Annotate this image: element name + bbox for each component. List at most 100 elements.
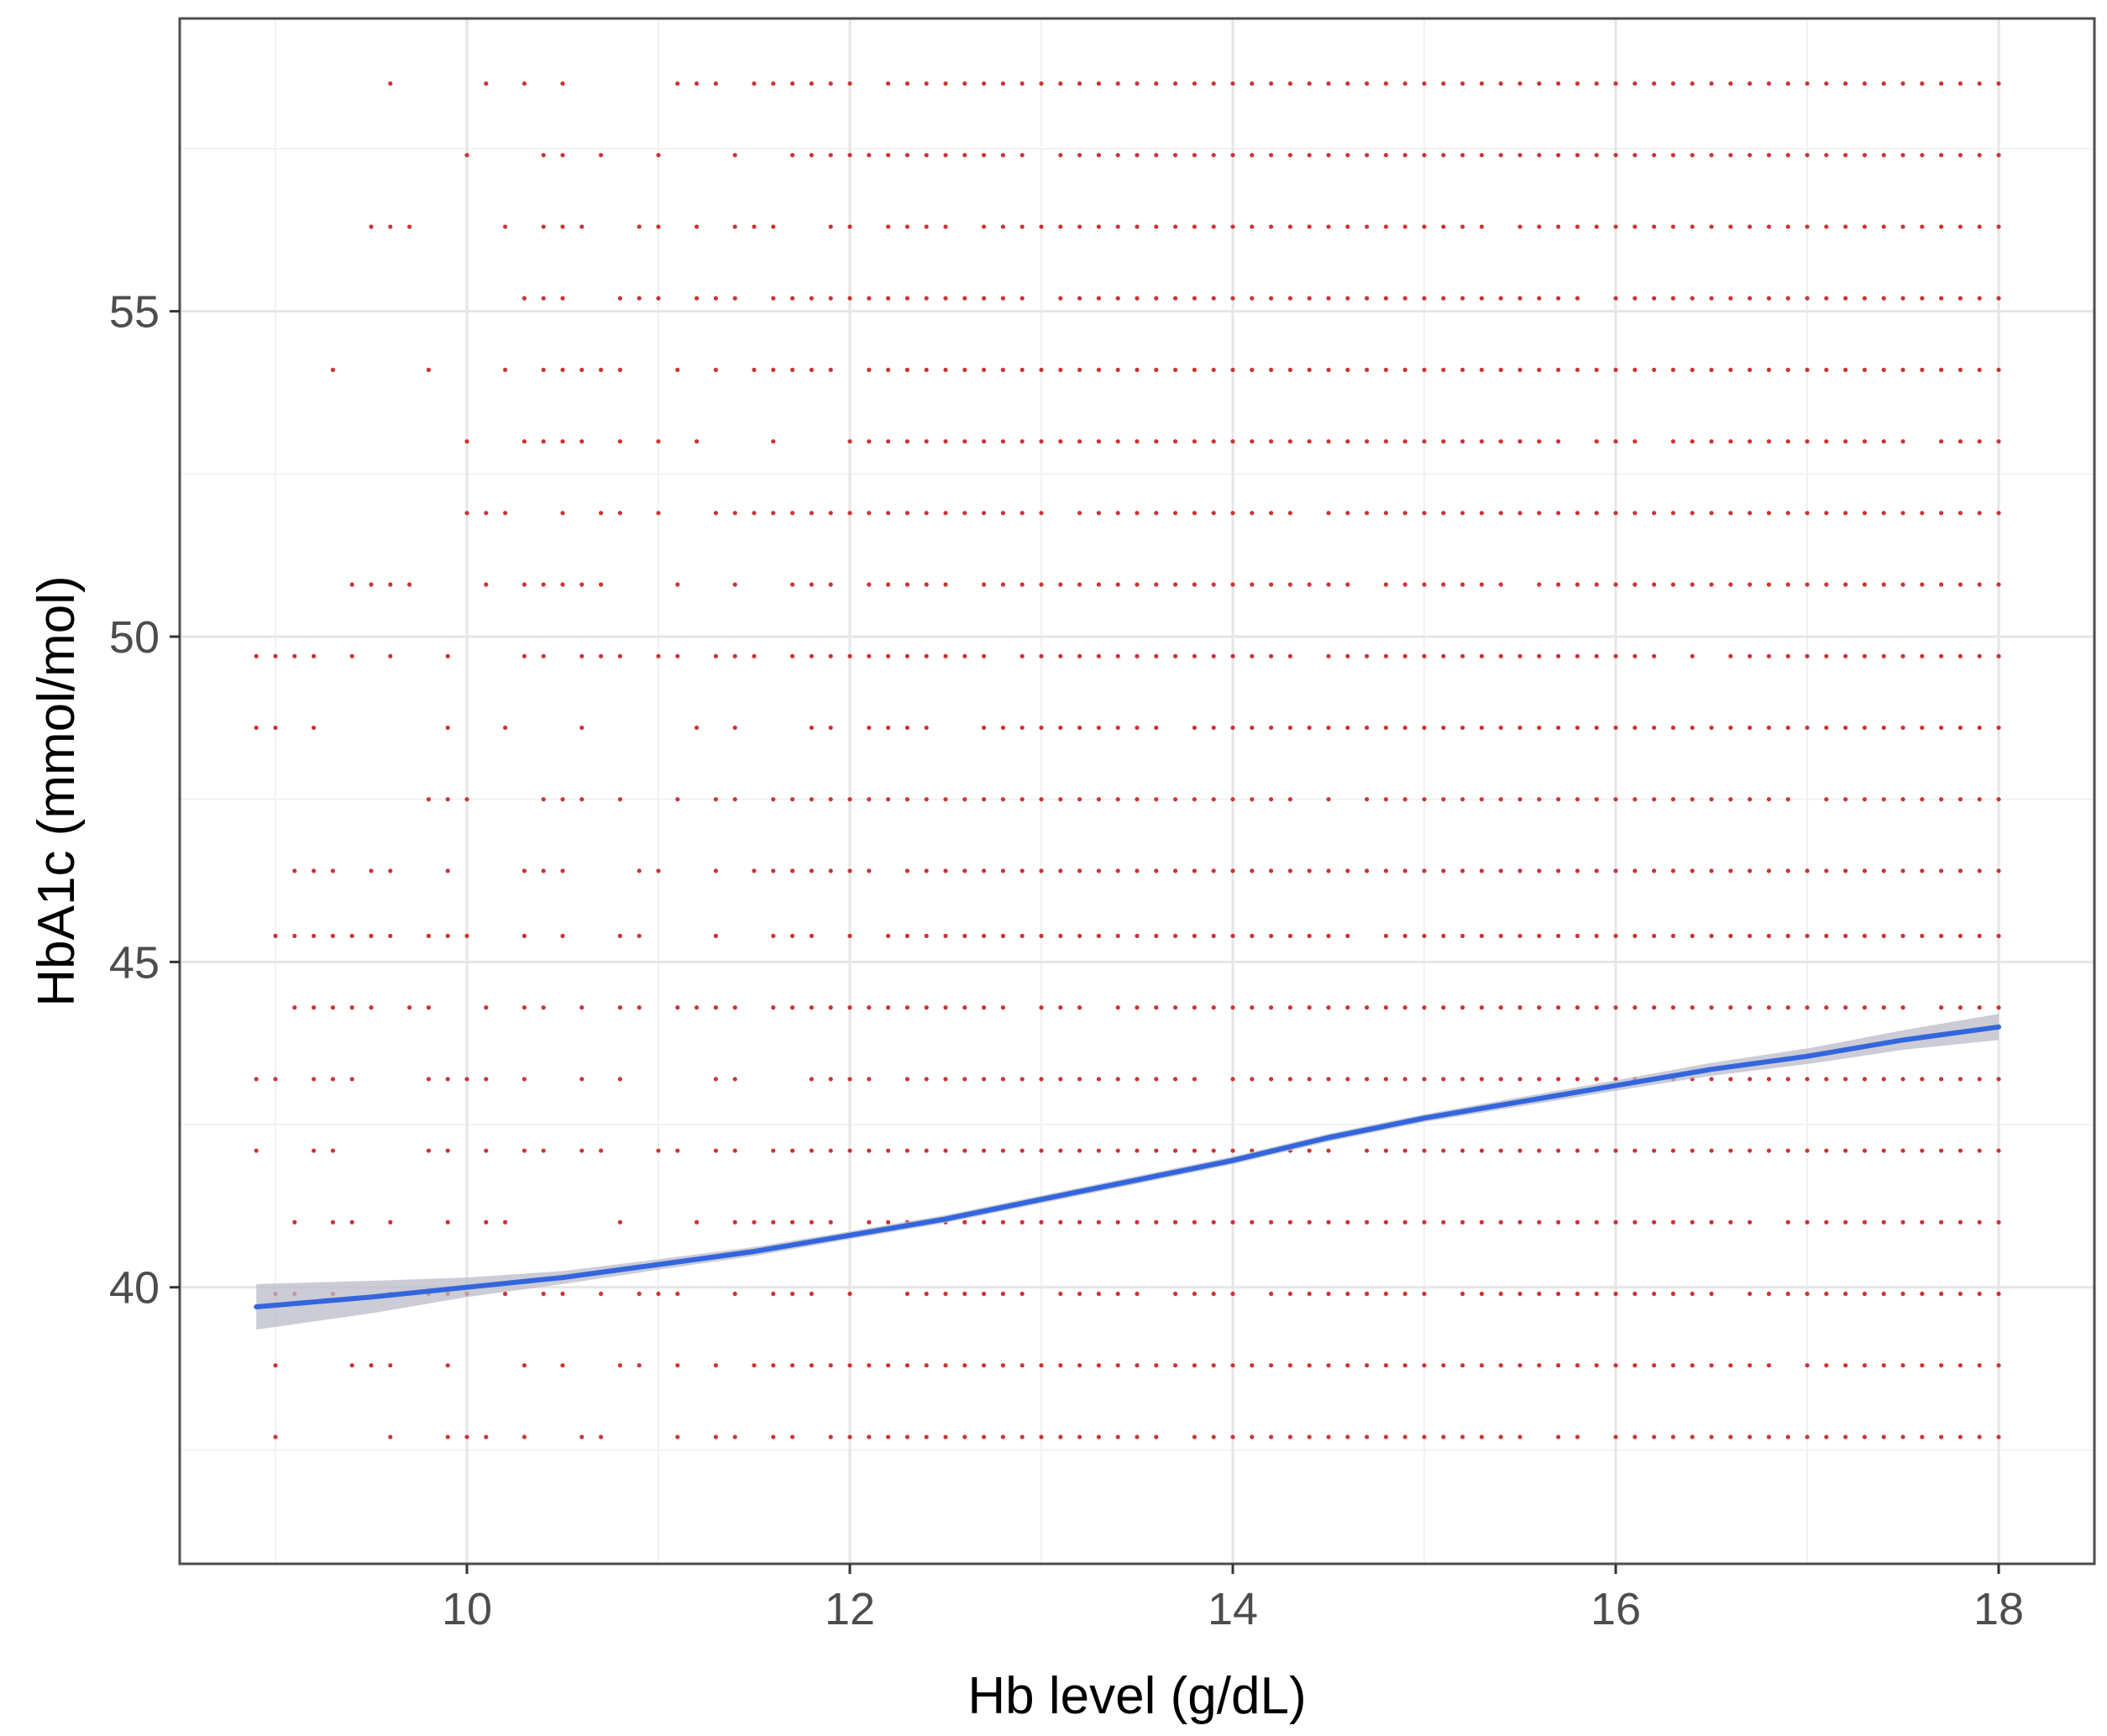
- x-axis: 10 12 14 16 18: [442, 1564, 2024, 1634]
- scatter-point: [1652, 797, 1657, 802]
- scatter-point: [1269, 868, 1274, 873]
- scatter-point: [943, 1148, 948, 1153]
- scatter-point: [579, 653, 584, 658]
- scatter-point: [809, 725, 815, 731]
- scatter-point: [1920, 725, 1925, 731]
- scatter-point: [867, 1077, 872, 1082]
- scatter-point: [1766, 296, 1771, 301]
- scatter-point: [1613, 653, 1618, 658]
- scatter-point: [752, 653, 757, 658]
- scatter-point: [484, 1077, 489, 1082]
- scatter-point: [1115, 797, 1120, 802]
- scatter-point: [1058, 1363, 1063, 1368]
- scatter-point: [1748, 1291, 1753, 1297]
- x-tick-label: 12: [825, 1584, 875, 1634]
- scatter-point: [847, 1363, 852, 1368]
- scatter-point: [1690, 582, 1695, 587]
- scatter-point: [1039, 1219, 1044, 1225]
- scatter-point: [1096, 438, 1101, 444]
- scatter-point: [1670, 296, 1675, 301]
- scatter-point: [1345, 1077, 1350, 1082]
- scatter-point: [1230, 1148, 1235, 1153]
- scatter-point: [1748, 296, 1753, 301]
- scatter-point: [388, 582, 393, 587]
- scatter-point: [1939, 1077, 1944, 1082]
- scatter-point: [1402, 296, 1407, 301]
- scatter-point: [1843, 1077, 1848, 1082]
- scatter-point: [828, 653, 833, 658]
- scatter-point: [1709, 367, 1714, 372]
- scatter-point: [867, 797, 872, 802]
- scatter-point: [847, 1077, 852, 1082]
- scatter-point: [771, 367, 776, 372]
- scatter-point: [1633, 511, 1638, 516]
- scatter-point: [522, 438, 527, 444]
- scatter-point: [1633, 725, 1638, 731]
- scatter-point: [904, 81, 909, 87]
- scatter-point: [1096, 1363, 1101, 1368]
- scatter-point: [1939, 725, 1944, 731]
- scatter-point: [1077, 653, 1082, 658]
- scatter-point: [1096, 582, 1101, 587]
- scatter-point: [1977, 367, 1982, 372]
- scatter-point: [1977, 438, 1982, 444]
- scatter-point: [1269, 153, 1274, 158]
- scatter-point: [560, 81, 565, 87]
- scatter-point: [1211, 725, 1216, 731]
- scatter-point: [1748, 1219, 1753, 1225]
- scatter-point: [847, 81, 852, 87]
- scatter-point: [1077, 153, 1082, 158]
- scatter-point: [1383, 868, 1388, 873]
- scatter-point: [1192, 438, 1197, 444]
- scatter-point: [1077, 1077, 1082, 1082]
- scatter-point: [1748, 1077, 1753, 1082]
- scatter-point: [1019, 582, 1025, 587]
- scatter-point: [1269, 1363, 1274, 1368]
- scatter-point: [1633, 1291, 1638, 1297]
- scatter-point: [1383, 1219, 1388, 1225]
- scatter-point: [886, 1363, 891, 1368]
- scatter-point: [1269, 367, 1274, 372]
- scatter-point: [1383, 933, 1388, 938]
- scatter-point: [1843, 582, 1848, 587]
- scatter-point: [1517, 1219, 1523, 1225]
- scatter-point: [1824, 511, 1829, 516]
- scatter-point: [388, 1219, 393, 1225]
- scatter-point: [1958, 367, 1963, 372]
- scatter-point: [1402, 653, 1407, 658]
- scatter-point: [1402, 1363, 1407, 1368]
- scatter-point: [1154, 1148, 1159, 1153]
- scatter-point: [1920, 153, 1925, 158]
- scatter-point: [1077, 725, 1082, 731]
- scatter-point: [1498, 868, 1503, 873]
- scatter-point: [1690, 511, 1695, 516]
- scatter-point: [828, 1219, 833, 1225]
- scatter-point: [1000, 153, 1005, 158]
- scatter-point: [1479, 1291, 1484, 1297]
- scatter-point: [962, 933, 967, 938]
- scatter-point: [1862, 224, 1867, 229]
- scatter-point: [1824, 1291, 1829, 1297]
- scatter-point: [790, 868, 795, 873]
- scatter-point: [752, 1363, 757, 1368]
- scatter-point: [273, 1077, 278, 1082]
- scatter-point: [1211, 653, 1216, 658]
- scatter-point: [1556, 296, 1561, 301]
- scatter-point: [790, 367, 795, 372]
- scatter-point: [771, 797, 776, 802]
- scatter-point: [1613, 438, 1618, 444]
- scatter-point: [1307, 1219, 1312, 1225]
- scatter-point: [1135, 653, 1140, 658]
- scatter-point: [1996, 1077, 2001, 1082]
- scatter-point: [254, 1077, 259, 1082]
- scatter-point: [771, 511, 776, 516]
- scatter-point: [579, 1148, 584, 1153]
- scatter-point: [924, 1291, 929, 1297]
- smooth-line-path: [254, 1024, 2001, 1309]
- scatter-point: [426, 1077, 431, 1082]
- scatter-point: [943, 438, 948, 444]
- scatter-point: [656, 1291, 661, 1297]
- scatter-point: [1479, 725, 1484, 731]
- scatter-point: [1345, 933, 1350, 938]
- scatter-point: [1633, 1363, 1638, 1368]
